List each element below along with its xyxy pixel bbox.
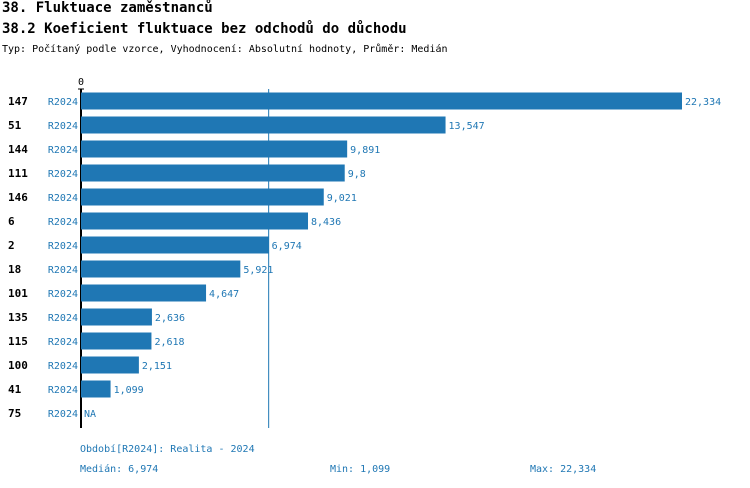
bar-value-label: 9,8 — [348, 169, 366, 180]
bar — [81, 92, 682, 110]
row-id-label: 6 — [8, 215, 15, 228]
bar — [81, 212, 309, 230]
row-period-label: R2024 — [48, 121, 78, 132]
row-id-label: 101 — [8, 287, 28, 300]
chart-meta: Typ: Počítaný podle vzorce, Vyhodnocení:… — [2, 44, 448, 55]
bar — [81, 308, 152, 326]
bar — [81, 284, 207, 302]
bar — [81, 140, 348, 158]
row-period-label: R2024 — [48, 97, 78, 108]
row-period-label: R2024 — [48, 313, 78, 324]
bar — [81, 236, 269, 254]
row-id-label: 51 — [8, 119, 22, 132]
bar-value-label: 9,021 — [327, 193, 357, 204]
median-summary: Medián: 6,974 — [80, 464, 159, 475]
row-id-label: 2 — [8, 239, 15, 252]
bar-value-label: 22,334 — [685, 97, 721, 108]
row-period-label: R2024 — [48, 385, 78, 396]
row-id-label: 146 — [8, 191, 28, 204]
bar-value-label: 2,636 — [155, 313, 185, 324]
max-summary: Max: 22,334 — [530, 464, 597, 475]
bar-value-label: 2,151 — [142, 361, 172, 372]
row-id-label: 100 — [8, 359, 28, 372]
row-id-label: 75 — [8, 407, 21, 420]
row-period-label: R2024 — [48, 409, 78, 420]
row-period-label: R2024 — [48, 169, 78, 180]
bar-value-label: 2,618 — [154, 337, 184, 348]
bar-value-label: 9,891 — [350, 145, 380, 156]
row-id-label: 135 — [8, 311, 28, 324]
bar-value-label: NA — [84, 409, 96, 420]
bar — [81, 332, 152, 350]
row-id-label: 18 — [8, 263, 21, 276]
min-summary: Min: 1,099 — [330, 464, 391, 475]
bar — [81, 116, 446, 134]
bar — [81, 380, 111, 398]
row-period-label: R2024 — [48, 289, 78, 300]
page-title: 38. Fluktuace zaměstnanců — [2, 0, 213, 16]
bar — [81, 356, 139, 374]
row-id-label: 147 — [8, 95, 28, 108]
row-id-label: 144 — [8, 143, 28, 156]
bar-value-label: 6,974 — [272, 241, 302, 252]
row-period-label: R2024 — [48, 145, 78, 156]
row-period-label: R2024 — [48, 337, 78, 348]
bar-value-label: 5,921 — [243, 265, 273, 276]
row-period-label: R2024 — [48, 193, 78, 204]
row-period-label: R2024 — [48, 217, 78, 228]
bar-value-label: 13,547 — [449, 121, 485, 132]
bar-value-label: 8,436 — [311, 217, 341, 228]
row-period-label: R2024 — [48, 265, 78, 276]
x-tick-label: 0 — [78, 77, 84, 88]
row-id-label: 115 — [8, 335, 28, 348]
row-period-label: R2024 — [48, 241, 78, 252]
bar — [81, 260, 241, 278]
bar-value-label: 1,099 — [114, 385, 144, 396]
period-legend: Období[R2024]: Realita - 2024 — [80, 444, 255, 455]
bar-value-label: 4,647 — [209, 289, 239, 300]
row-id-label: 111 — [8, 167, 28, 180]
row-id-label: 41 — [8, 383, 22, 396]
chart-title: 38.2 Koeficient fluktuace bez odchodů do… — [2, 21, 407, 37]
row-period-label: R2024 — [48, 361, 78, 372]
bar — [81, 164, 345, 182]
bar — [81, 188, 324, 206]
